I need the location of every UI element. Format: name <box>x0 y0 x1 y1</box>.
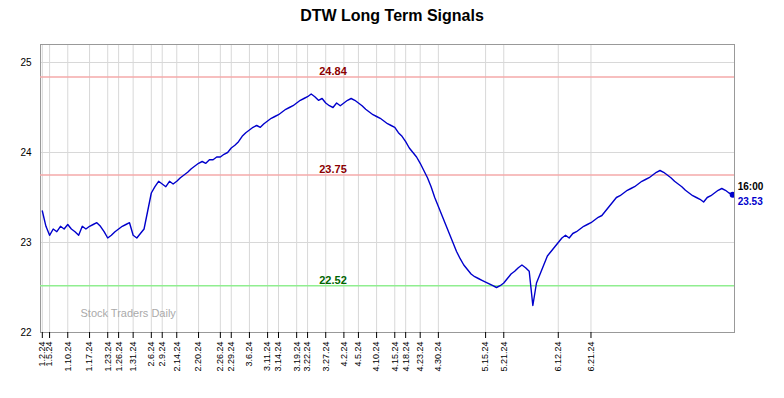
svg-text:1.26.24: 1.26.24 <box>114 342 124 372</box>
html-text:DTW Long Term Signals: DTW Long Term Signals <box>300 7 484 24</box>
svg-text:1.17.24: 1.17.24 <box>84 342 94 372</box>
svg-text:2.14.24: 2.14.24 <box>172 342 182 372</box>
svg-text:1.31.24: 1.31.24 <box>128 342 138 372</box>
svg-text:Stock Traders Daily: Stock Traders Daily <box>81 307 177 319</box>
svg-text:6.21.24: 6.21.24 <box>586 342 596 372</box>
svg-text:2.6.24: 2.6.24 <box>146 342 156 367</box>
svg-text:22: 22 <box>20 327 32 338</box>
svg-text:1.23.24: 1.23.24 <box>103 342 113 372</box>
svg-text:2.29.24: 2.29.24 <box>226 342 236 372</box>
svg-text:3.19.24: 3.19.24 <box>292 342 302 372</box>
svg-text:4.23.24: 4.23.24 <box>415 342 425 372</box>
svg-text:6.12.24: 6.12.24 <box>553 342 563 372</box>
svg-text:4.18.24: 4.18.24 <box>401 342 411 372</box>
svg-text:16:00: 16:00 <box>738 181 764 192</box>
svg-text:1.10.24: 1.10.24 <box>63 342 73 372</box>
svg-text:23: 23 <box>20 237 32 248</box>
svg-text:1.5.24: 1.5.24 <box>44 342 54 367</box>
svg-text:22.52: 22.52 <box>319 274 347 286</box>
svg-text:3.22.24: 3.22.24 <box>302 342 312 372</box>
svg-text:4.10.24: 4.10.24 <box>371 342 381 372</box>
svg-text:4.15.24: 4.15.24 <box>390 342 400 372</box>
svg-text:25: 25 <box>20 57 32 68</box>
svg-text:24: 24 <box>20 147 32 158</box>
svg-text:23.53: 23.53 <box>738 196 763 207</box>
svg-text:5.15.24: 5.15.24 <box>480 342 490 372</box>
svg-text:3.11.24: 3.11.24 <box>262 342 272 371</box>
svg-text:4.5.24: 4.5.24 <box>353 342 363 367</box>
svg-text:1.2.24: 1.2.24 <box>37 341 48 367</box>
svg-text:5.21.24: 5.21.24 <box>499 342 509 372</box>
svg-text:4.30.24: 4.30.24 <box>433 342 443 372</box>
svg-text:3.14.24: 3.14.24 <box>273 342 283 372</box>
svg-text:3.6.24: 3.6.24 <box>244 342 254 367</box>
svg-text:2.9.24: 2.9.24 <box>157 342 167 367</box>
svg-text:2.20.24: 2.20.24 <box>193 342 203 372</box>
svg-text:2.26.24: 2.26.24 <box>215 342 225 372</box>
svg-text:3.27.24: 3.27.24 <box>321 342 331 372</box>
svg-text:23.75: 23.75 <box>319 163 347 175</box>
svg-text:4.2.24: 4.2.24 <box>339 342 349 367</box>
svg-text:24.84: 24.84 <box>319 65 347 77</box>
